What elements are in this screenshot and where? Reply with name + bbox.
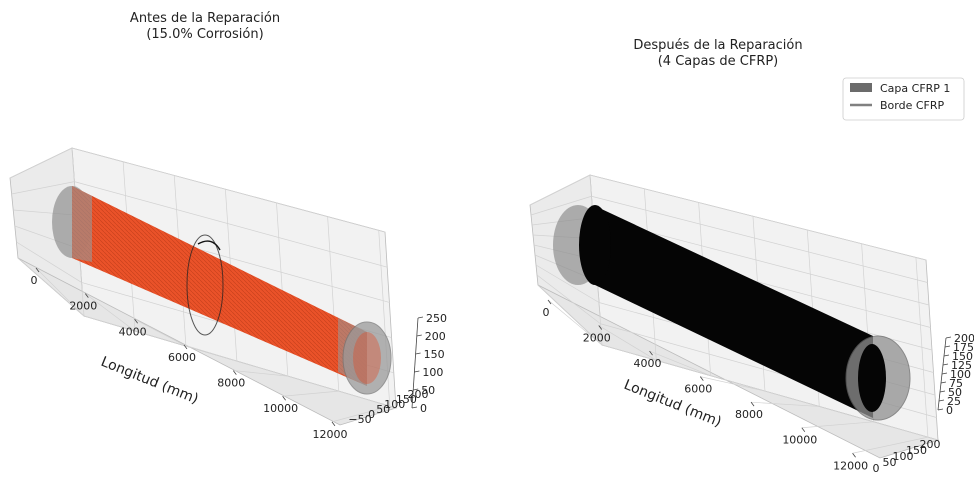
x-tick-label: 2000 xyxy=(69,300,97,313)
x-tick-label: 4000 xyxy=(634,357,662,370)
x-tick-label: 12000 xyxy=(833,459,868,472)
x-tick-label: 8000 xyxy=(735,408,763,421)
y-tick-label: 150 xyxy=(906,444,927,457)
x-tick-label: 6000 xyxy=(684,383,712,396)
z-tick-label: 175 xyxy=(953,341,974,354)
z-tick-label: 150 xyxy=(424,348,445,361)
xticks-after: 0 2000 4000 6000 8000 10000 12000 xyxy=(543,299,868,472)
legend-label-cfrp-layer: Capa CFRP 1 xyxy=(880,82,950,95)
z-tick-label: 200 xyxy=(954,332,974,345)
pipe-after xyxy=(553,205,911,421)
z-tick-label: 250 xyxy=(426,312,447,325)
title-before-line2: (15.0% Corrosión) xyxy=(146,27,263,42)
y-tick-label: 50 xyxy=(883,456,897,469)
z-tick-label: 75 xyxy=(949,377,963,390)
legend-label-cfrp-edge: Borde CFRP xyxy=(880,99,945,112)
title-after-line2: (4 Capas de CFRP) xyxy=(658,54,779,69)
y-tick-label: 0 xyxy=(368,408,375,421)
y-tick-label: 100 xyxy=(384,398,405,411)
title-before-line1: Antes de la Reparación xyxy=(130,11,280,26)
z-tick-label: 50 xyxy=(421,384,435,397)
x-tick-label: 0 xyxy=(543,306,550,319)
z-tick-label: 100 xyxy=(950,368,971,381)
y-tick-label: 200 xyxy=(920,438,941,451)
x-tick-label: 0 xyxy=(31,274,38,287)
x-tick-label: 4000 xyxy=(119,325,147,338)
x-tick-label: 10000 xyxy=(782,434,817,447)
z-tick-label: 50 xyxy=(948,386,962,399)
legend-patch-cfrp-layer xyxy=(850,83,872,92)
pipe-before xyxy=(52,186,392,395)
y-tick-label: −50 xyxy=(348,413,371,426)
z-tick-label: 200 xyxy=(425,330,446,343)
y-tick-label: 50 xyxy=(376,403,390,416)
x-tick-label: 12000 xyxy=(312,428,347,441)
x-tick-label: 10000 xyxy=(263,402,298,415)
title-after-line1: Después de la Reparación xyxy=(633,38,802,53)
chart-before: Antes de la Reparación (15.0% Corrosión)… xyxy=(9,11,447,441)
repair-ring xyxy=(186,234,224,336)
z-tick-label: 25 xyxy=(947,395,961,408)
z-tick-label: 125 xyxy=(951,359,972,372)
legend-after: Capa CFRP 1 Borde CFRP xyxy=(842,77,965,121)
zticks-before: 0 50 100 150 200 250 xyxy=(411,312,447,415)
y-tick-label: 100 xyxy=(893,450,914,463)
xticks-before: 0 2000 4000 6000 8000 10000 12000 xyxy=(31,267,347,441)
y-tick-label: 150 xyxy=(396,393,417,406)
z-tick-label: 100 xyxy=(422,366,443,379)
x-tick-label: 8000 xyxy=(217,377,245,390)
z-tick-label: 0 xyxy=(420,402,427,415)
z-tick-label: 150 xyxy=(952,350,973,363)
x-tick-label: 6000 xyxy=(168,351,196,364)
z-tick-label: 0 xyxy=(946,404,953,417)
x-tick-label: 2000 xyxy=(583,332,611,345)
chart-after: Después de la Reparación (4 Capas de CFR… xyxy=(529,38,974,475)
y-tick-label: 0 xyxy=(873,462,880,475)
